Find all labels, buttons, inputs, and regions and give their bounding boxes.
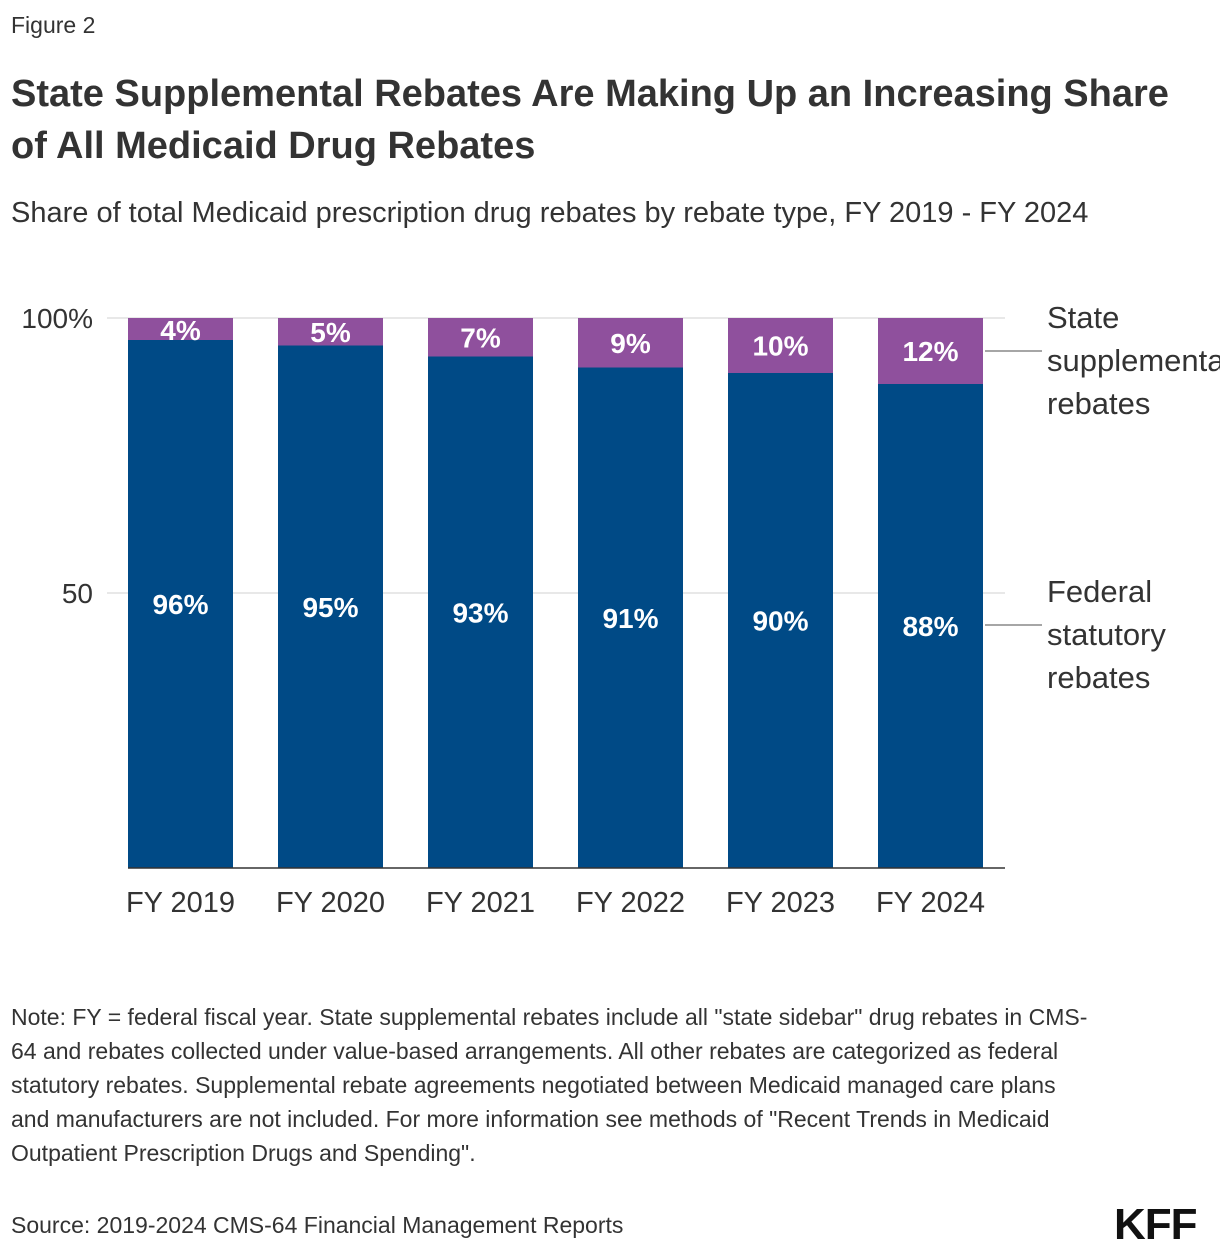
chart: 100% 50 96% 4% FY 2019 95% 5% FY 2020 93% 7% FY 20… [21,300,1220,919]
legend-label-federal: rebates [1047,660,1150,695]
kff-logo: KFF [1114,1200,1198,1249]
data-label-state: 5% [310,317,351,348]
chart-source: Source: 2019-2024 CMS-64 Financial Manag… [11,1212,624,1238]
data-label-state: 4% [160,315,201,346]
x-tick-label: FY 2021 [426,887,535,919]
bar-state [728,318,833,373]
legend-label-federal: Federal [1047,574,1152,609]
chart-subtitle: Share of total Medicaid prescription dru… [11,197,1089,229]
data-label-federal: 96% [152,589,208,620]
bar-state [278,318,383,346]
data-label-federal: 91% [602,603,658,634]
legend-label-state: rebates [1047,386,1150,421]
data-label-state: 10% [752,331,808,362]
bar-state [878,318,983,384]
legend-label-federal: statutory [1047,617,1166,652]
chart-title: State Supplemental Rebates Are Making Up… [11,73,1169,167]
data-label-state: 12% [902,336,958,367]
data-label-state: 9% [610,328,651,359]
x-tick-label: FY 2023 [726,887,835,919]
data-label-federal: 95% [302,592,358,623]
x-tick-label: FY 2022 [576,887,685,919]
figure-label: Figure 2 [11,12,96,38]
bar-federal [128,340,233,868]
bar-federal [728,373,833,868]
bar-federal [278,345,383,868]
data-label-federal: 88% [902,611,958,642]
data-label-federal: 90% [752,606,808,637]
data-label-state: 7% [460,322,501,353]
bar-federal [428,356,533,868]
bar-state [428,318,533,357]
bar-state [128,318,233,340]
x-tick-label: FY 2019 [126,887,235,919]
bar-federal [578,367,683,868]
legend-label-state: supplemental [1047,343,1220,378]
bar-state [578,318,683,368]
y-tick-label: 100% [21,303,93,334]
chart-note: Note: FY = federal fiscal year. State su… [11,1004,1088,1166]
bar-federal [878,384,983,868]
x-tick-label: FY 2024 [876,887,985,919]
data-label-federal: 93% [452,597,508,628]
legend-label-state: State [1047,300,1119,335]
y-tick-label: 50 [62,578,93,609]
x-tick-label: FY 2020 [276,887,385,919]
